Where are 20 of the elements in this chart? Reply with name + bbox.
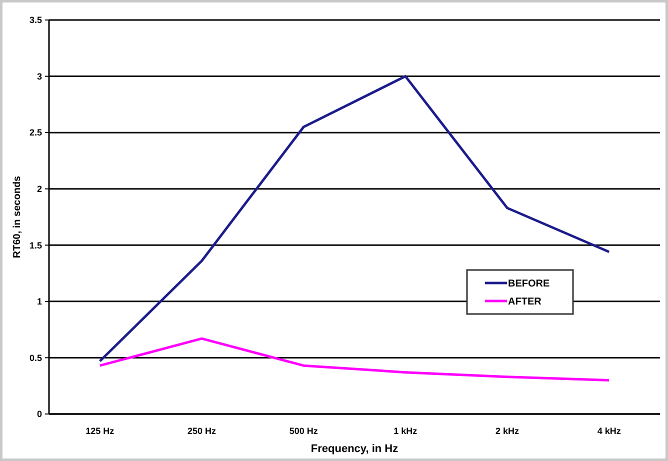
y-tick-label: 2 [36,184,42,194]
x-axis-title: Frequency, in Hz [310,443,399,455]
x-tick-label: 1 kHz [394,426,418,436]
x-tick-label: 125 Hz [86,426,115,436]
line-series [98,75,610,362]
legend-label: BEFORE [508,278,550,290]
x-tick-label: 4 kHz [597,426,622,436]
y-tick-label: 2.5 [29,128,42,138]
y-tick-label: 3.5 [29,15,42,26]
x-tick-label: 2 kHz [495,426,520,436]
y-tick-label: 1.5 [29,240,42,250]
y-tick-label: 0.5 [29,352,42,363]
legend-label: AFTER [508,296,542,308]
y-axis-title: RT60, in seconds [12,175,23,258]
line-series [98,337,610,382]
x-tick-label: 500 Hz [289,426,318,436]
y-tick-label: 3 [36,71,42,82]
x-tick-label: 250 Hz [187,426,216,436]
y-tick-label: 1 [36,296,42,307]
y-tick-label: 0 [36,409,42,420]
